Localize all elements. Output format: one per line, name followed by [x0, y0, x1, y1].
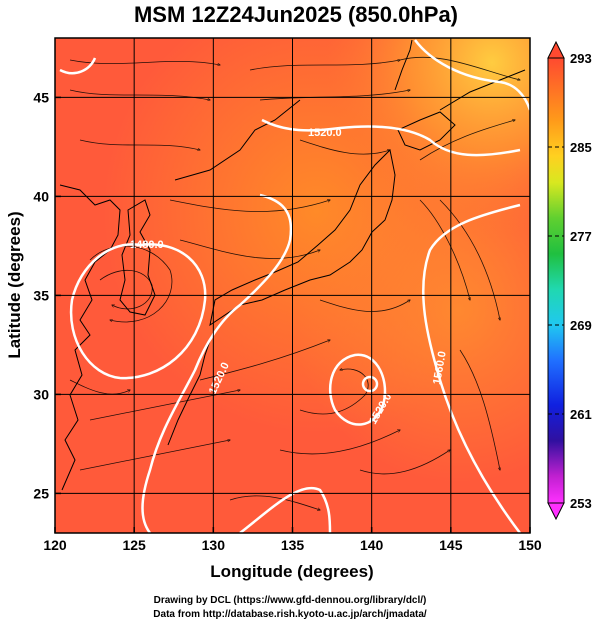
y-tick-label: 40	[33, 188, 49, 204]
gridlines	[55, 38, 530, 533]
credit-drawing: Drawing by DCL (https://www.gfd-dennou.o…	[154, 595, 427, 606]
asia-coast-north	[174, 99, 301, 181]
colorbar-tick-label: 269	[570, 318, 592, 333]
colorbar: 293 285 277 269 261 253	[547, 40, 592, 521]
contour-nw	[59, 57, 97, 75]
height-contours	[59, 39, 530, 533]
colorbar-ticks: 293 285 277 269 261 253	[548, 51, 592, 511]
contour-1520-west	[141, 193, 293, 533]
x-tick-label: 145	[439, 537, 463, 553]
contour-1560	[422, 203, 521, 533]
contour-label-1560: 1560.0	[431, 350, 449, 385]
korea-coast	[119, 199, 156, 316]
colorbar-top-arrow	[547, 40, 565, 59]
colorbar-tick-label: 261	[570, 407, 592, 422]
contour-south	[239, 486, 332, 533]
y-tick-label: 25	[33, 485, 49, 501]
y-tick-label: 30	[33, 386, 49, 402]
contour-1480	[69, 243, 207, 380]
colorbar-tick-label: 253	[570, 496, 592, 511]
x-tick-label: 120	[43, 537, 67, 553]
contour-low-center	[361, 375, 379, 393]
y-axis-ticks: 25 30 35 40 45	[33, 89, 61, 501]
contour-1520-low	[328, 353, 387, 426]
kuril-islands	[439, 69, 526, 111]
coastlines	[59, 39, 526, 491]
colorbar-tick-label: 293	[570, 51, 592, 66]
contour-1520-north	[261, 118, 521, 157]
x-tick-label: 140	[360, 537, 384, 553]
ryukyu-islands	[167, 334, 213, 446]
x-tick-label: 150	[518, 537, 542, 553]
japan-hokkaido-coast	[397, 111, 456, 151]
colorbar-tick-label: 285	[570, 140, 592, 155]
contour-label-1480: 1480.0	[130, 239, 164, 251]
x-tick-label: 135	[281, 537, 305, 553]
sakhalin-coast	[394, 39, 413, 91]
y-axis-label: Latitude (degrees)	[5, 211, 24, 358]
china-coast	[59, 184, 121, 491]
x-axis-label: Longitude (degrees)	[210, 562, 373, 581]
colorbar-gradient	[547, 57, 565, 504]
x-axis-ticks: 120 125 130 135 140 145 150	[43, 527, 542, 553]
x-tick-label: 130	[202, 537, 226, 553]
contour-label-1520-north: 1520.0	[308, 127, 342, 139]
map-panel: 1520.0 1480.0 1520.0 1520.0 1560.0	[55, 38, 530, 533]
colorbar-bottom-arrow	[547, 502, 565, 521]
y-tick-label: 35	[33, 287, 49, 303]
contour-northeast	[414, 39, 530, 111]
chart-title: MSM 12Z24Jun2025 (850.0hPa)	[134, 2, 458, 27]
credit-data: Data from http://database.rish.kyoto-u.a…	[153, 609, 427, 620]
y-tick-label: 45	[33, 89, 49, 105]
colorbar-tick-label: 277	[570, 229, 592, 244]
x-tick-label: 125	[122, 537, 146, 553]
